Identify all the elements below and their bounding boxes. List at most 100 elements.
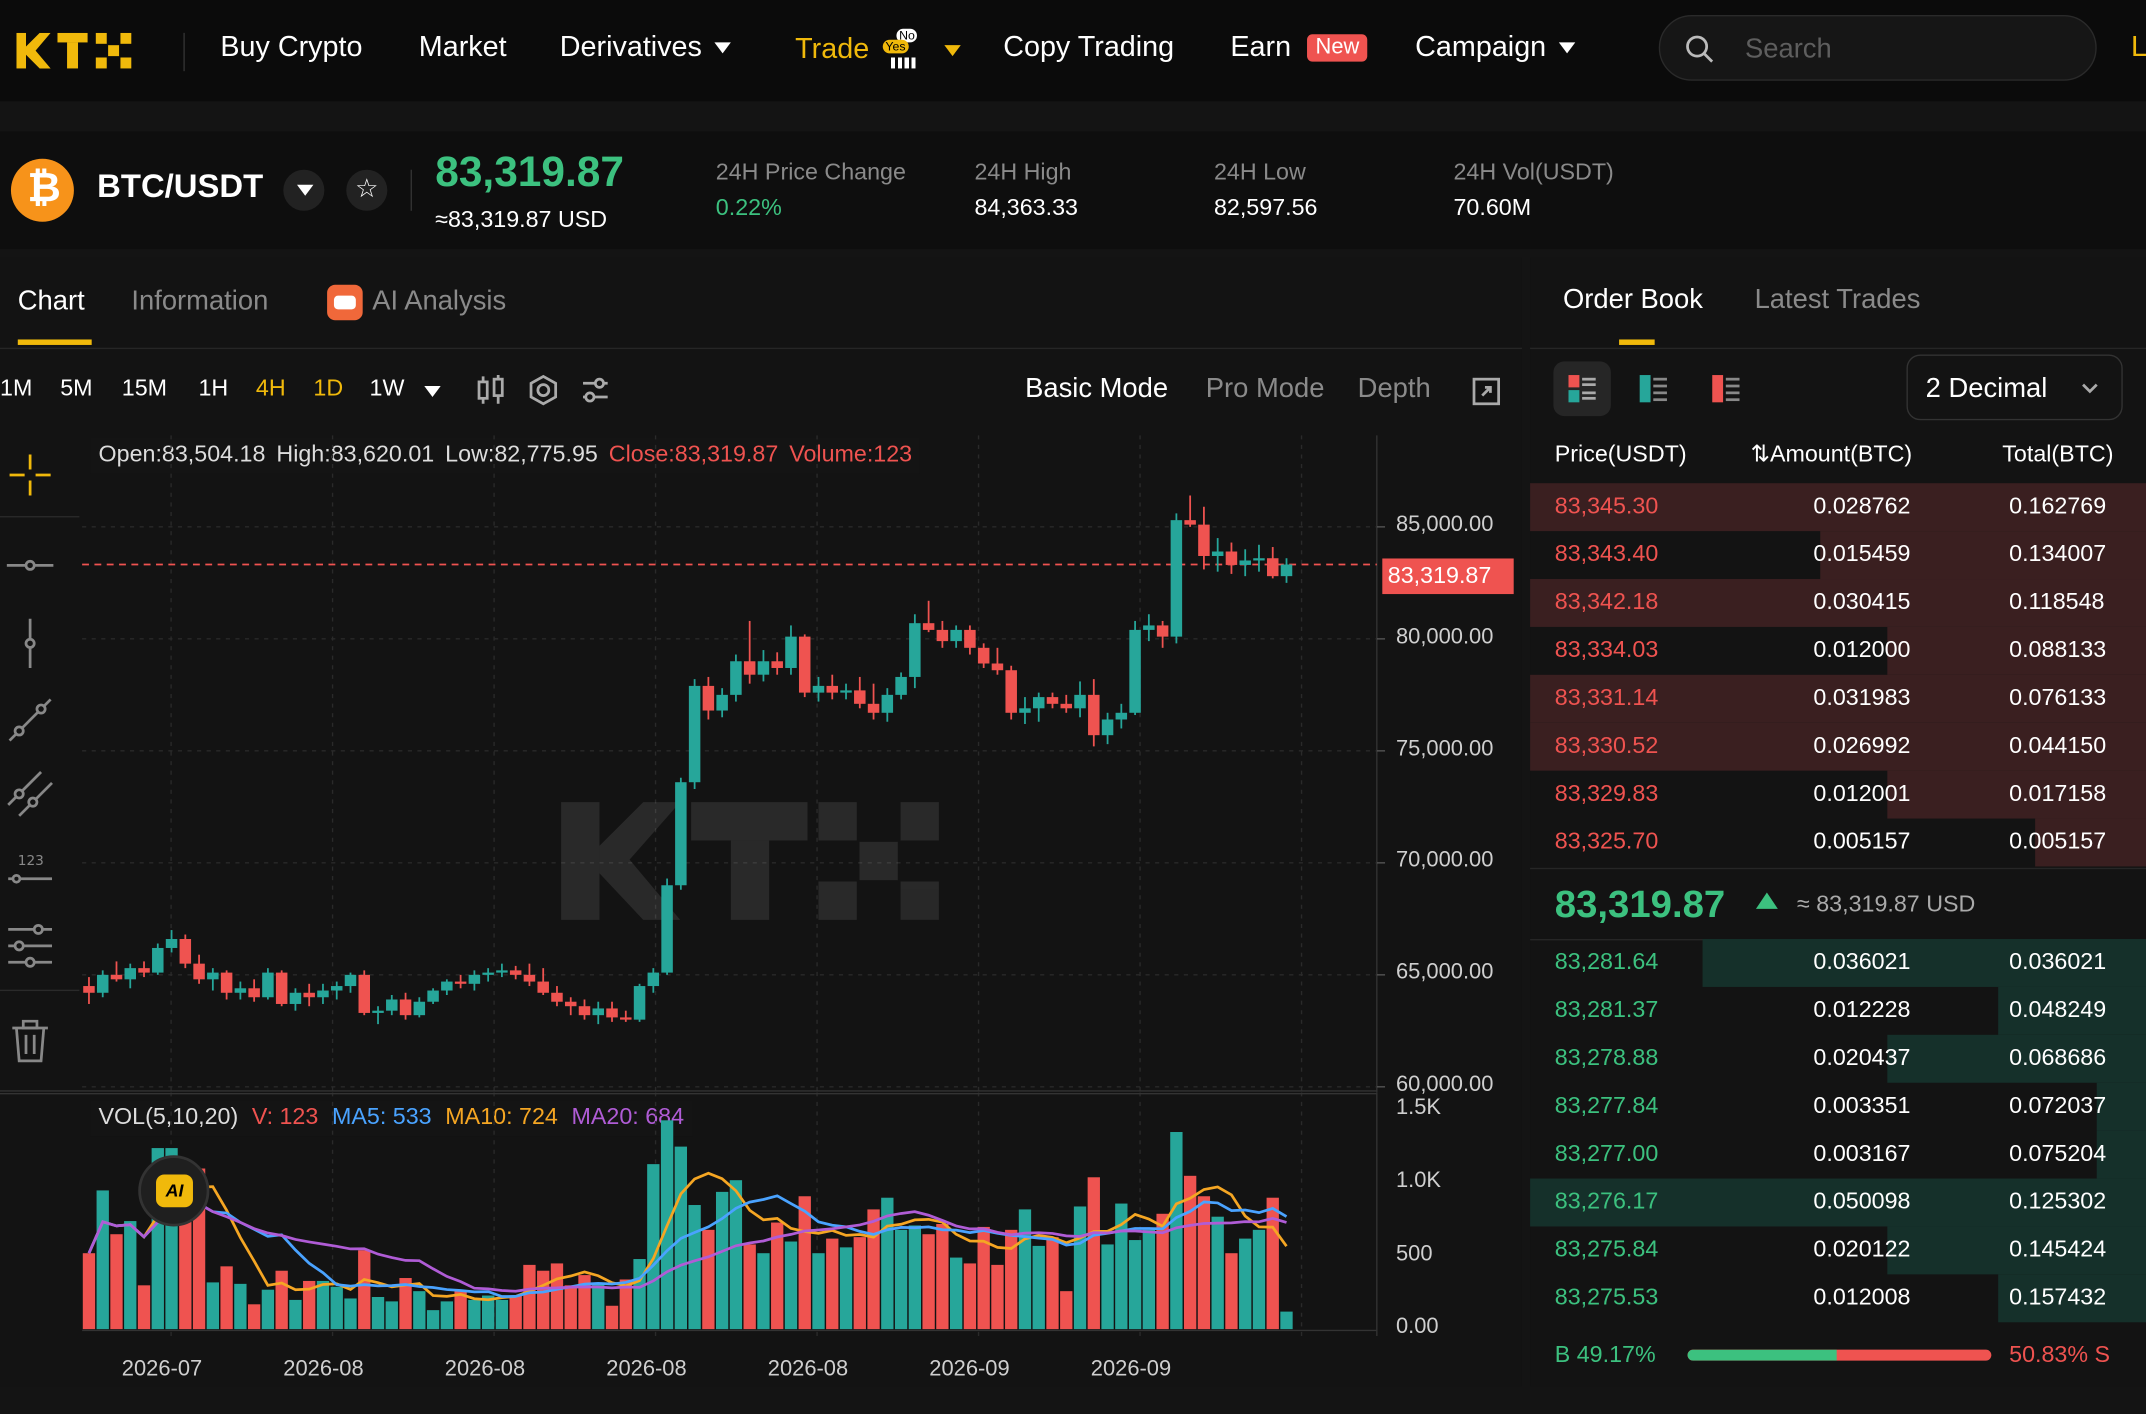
timeframe-1m[interactable]: 1M	[0, 375, 33, 402]
volume-bar[interactable]	[757, 1253, 770, 1330]
search-input[interactable]: Search	[1744, 34, 1832, 65]
settings-icon[interactable]	[527, 374, 560, 407]
candle[interactable]	[399, 992, 412, 1020]
volume-bar[interactable]	[1087, 1177, 1100, 1330]
volume-bar[interactable]	[413, 1291, 426, 1330]
volume-bar[interactable]	[564, 1285, 577, 1330]
volume-bar[interactable]	[481, 1295, 495, 1330]
candle[interactable]	[867, 683, 880, 720]
candle[interactable]	[523, 963, 536, 987]
candle[interactable]	[330, 981, 343, 1000]
volume-bar[interactable]	[1252, 1229, 1266, 1330]
volume-bar[interactable]	[523, 1264, 536, 1330]
candle[interactable]	[564, 997, 577, 1016]
candle[interactable]	[578, 999, 591, 1020]
candle[interactable]	[1115, 703, 1128, 729]
candle[interactable]	[289, 988, 302, 1011]
bid-row[interactable]: 83,275.84 0.020122 0.145424	[1530, 1226, 2146, 1275]
ask-row[interactable]: 83,330.52 0.026992 0.044150	[1530, 722, 2146, 771]
nav-buy-crypto[interactable]: Buy Crypto	[220, 31, 363, 63]
candle[interactable]	[207, 968, 219, 991]
volume-bar[interactable]	[1046, 1237, 1059, 1330]
candle[interactable]	[977, 643, 990, 668]
volume-bar[interactable]	[949, 1257, 963, 1330]
candle[interactable]	[633, 983, 646, 1022]
candle[interactable]	[454, 974, 467, 989]
ask-row[interactable]: 83,325.70 0.005157 0.005157	[1530, 818, 2146, 867]
candle[interactable]	[592, 1001, 605, 1025]
volume-bar[interactable]	[1197, 1196, 1211, 1330]
view-asks-icon[interactable]	[1712, 375, 1740, 403]
volume-bar[interactable]	[385, 1301, 398, 1330]
volume-bar[interactable]	[771, 1222, 784, 1330]
volume-bar[interactable]	[495, 1299, 509, 1330]
pair-name[interactable]: BTC/USDT	[97, 168, 264, 206]
volume-bar[interactable]	[991, 1264, 1004, 1330]
candle[interactable]	[854, 676, 866, 709]
nav-login-partial[interactable]: L	[2130, 31, 2146, 63]
volume-bar[interactable]	[922, 1234, 935, 1330]
volume-bar[interactable]	[206, 1282, 220, 1330]
volume-bar[interactable]	[399, 1278, 412, 1330]
bid-row[interactable]: 83,281.37 0.012228 0.048249	[1530, 986, 2146, 1035]
volume-bar[interactable]	[358, 1250, 371, 1330]
volume-bar[interactable]	[220, 1266, 233, 1330]
volume-bar[interactable]	[963, 1263, 977, 1330]
volume-bar[interactable]	[468, 1299, 481, 1330]
candle[interactable]	[909, 614, 921, 689]
volume-bar[interactable]	[826, 1238, 839, 1330]
volume-bar[interactable]	[371, 1297, 385, 1330]
search-box[interactable]: Search	[1658, 15, 2097, 81]
candle[interactable]	[730, 654, 742, 702]
candle[interactable]	[1211, 538, 1224, 572]
candle[interactable]	[96, 970, 109, 998]
candle[interactable]	[812, 676, 825, 702]
view-bids-icon[interactable]	[1639, 375, 1667, 403]
timeframe-more-chevron-icon[interactable]	[424, 386, 441, 397]
volume-bar[interactable]	[247, 1304, 261, 1330]
volume-bar[interactable]	[977, 1226, 990, 1330]
candle[interactable]	[1253, 544, 1265, 572]
volume-bar[interactable]	[715, 1191, 729, 1330]
volume-bar[interactable]	[605, 1305, 619, 1330]
timeframe-5m[interactable]: 5M	[60, 375, 93, 402]
candle[interactable]	[826, 674, 839, 700]
timeframe-4h[interactable]: 4H	[255, 375, 286, 402]
volume-bar[interactable]	[936, 1223, 949, 1330]
multi-line-tool-icon[interactable]	[5, 923, 54, 970]
volume-bar[interactable]	[1005, 1229, 1018, 1330]
candle[interactable]	[688, 679, 701, 789]
candle[interactable]	[702, 676, 715, 720]
candle[interactable]	[248, 979, 260, 1002]
crosshair-icon[interactable]	[7, 452, 54, 499]
candle[interactable]	[193, 954, 205, 984]
nav-market[interactable]: Market	[418, 31, 507, 63]
bid-row[interactable]: 83,277.00 0.003167 0.075204	[1530, 1130, 2146, 1179]
candle[interactable]	[1198, 506, 1210, 570]
candle[interactable]	[1266, 547, 1279, 579]
timeframe-1d[interactable]: 1D	[313, 375, 344, 402]
volume-bar[interactable]	[702, 1229, 715, 1330]
candle[interactable]	[220, 970, 233, 1000]
candle[interactable]	[606, 1001, 618, 1022]
volume-bar[interactable]	[509, 1295, 522, 1330]
candle[interactable]	[743, 620, 756, 684]
volume-bar[interactable]	[96, 1190, 109, 1330]
candle[interactable]	[262, 968, 274, 1000]
nav-campaign[interactable]: Campaign	[1415, 31, 1575, 64]
candle[interactable]	[1032, 692, 1045, 722]
candle[interactable]	[509, 965, 522, 980]
nav-derivatives[interactable]: Derivatives	[560, 31, 731, 64]
candle[interactable]	[840, 683, 852, 700]
candle[interactable]	[1005, 665, 1017, 720]
candle[interactable]	[895, 672, 907, 700]
volume-bar[interactable]	[839, 1247, 853, 1330]
candle[interactable]	[661, 878, 673, 975]
volume-bar[interactable]	[82, 1253, 96, 1330]
candle[interactable]	[537, 968, 549, 996]
volume-bar[interactable]	[303, 1280, 316, 1330]
candle[interactable]	[427, 988, 439, 1004]
volume-chart[interactable]	[0, 1092, 1522, 1336]
volume-bar[interactable]	[454, 1291, 467, 1330]
candle[interactable]	[138, 961, 150, 978]
